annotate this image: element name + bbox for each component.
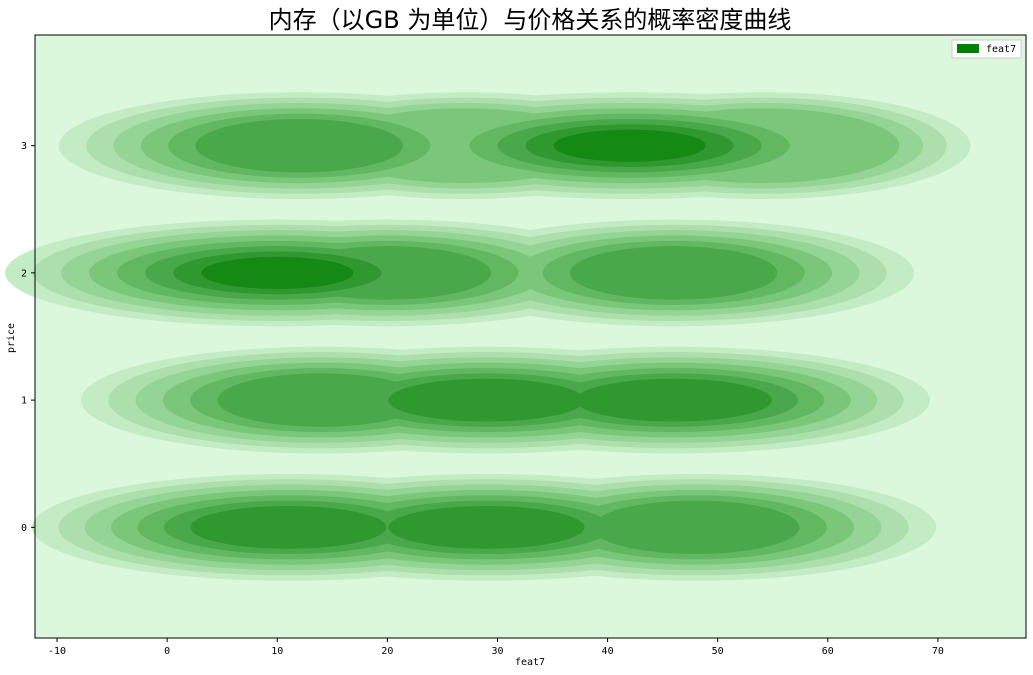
density-contour-level-7 [190,505,387,549]
y-tick-label: 0 [21,523,27,534]
plot-area [5,34,1027,639]
x-tick-label: 10 [271,646,283,657]
x-tick-label: 30 [491,646,503,657]
plot-frame [34,34,1027,639]
density-contour-level-7 [575,378,772,422]
x-tick-label: 70 [932,646,944,657]
x-axis-label: feat7 [515,657,545,668]
density-contour-level-6 [569,246,778,300]
x-tick-label: 50 [712,646,724,657]
density-contour-level-6 [217,373,425,427]
density-contour-level-8 [201,256,354,289]
legend-swatch [957,44,979,53]
density-contour-level-6 [195,118,403,173]
chart-title: 内存（以GB 为单位）与价格关系的概率密度曲线 [269,6,792,34]
density-contour-level-7 [388,378,585,422]
y-tick-label: 2 [21,268,27,279]
x-axis: -10 0 10 20 30 40 50 60 70 [48,638,944,657]
density-contour-level-8 [553,129,706,162]
density-contour-level-6 [591,500,800,555]
y-axis: 0 1 2 3 [21,141,35,534]
legend: feat7 [951,39,1022,59]
x-tick-label: 60 [822,646,834,657]
x-tick-label: 20 [381,646,393,657]
x-tick-label: -10 [48,646,66,657]
x-tick-label: 0 [164,646,170,657]
density-contour-level-7 [388,505,585,549]
legend-label: feat7 [986,44,1016,55]
x-tick-label: 40 [602,646,614,657]
y-tick-label: 3 [21,141,27,152]
y-tick-label: 1 [21,396,27,407]
y-axis-label: price [6,323,17,353]
